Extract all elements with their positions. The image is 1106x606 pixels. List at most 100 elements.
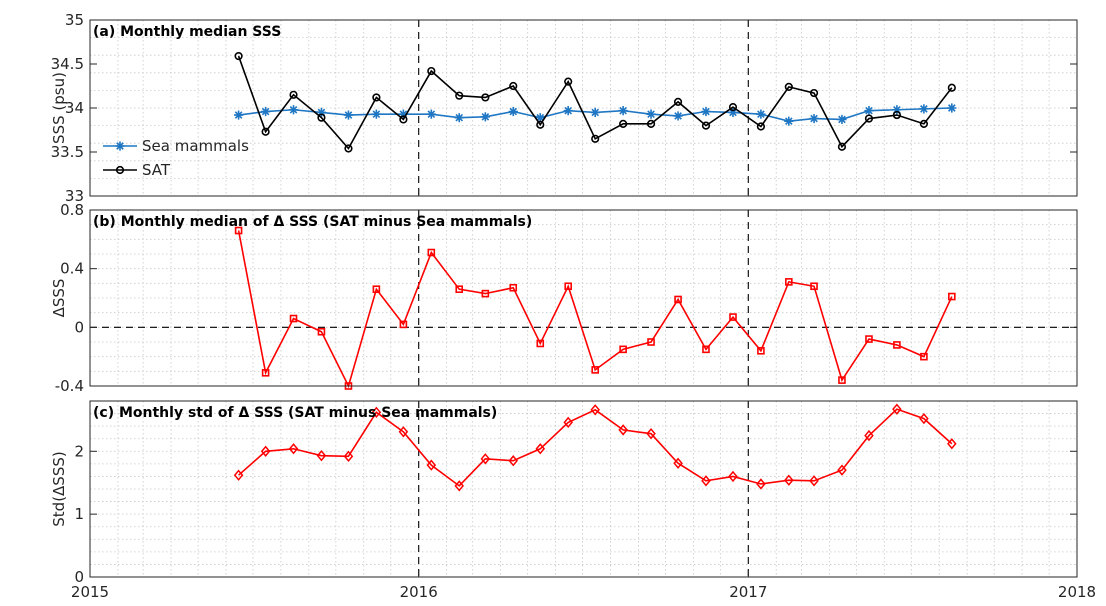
- data-point: [455, 91, 464, 100]
- data-point: [399, 115, 408, 124]
- data-point: [892, 110, 901, 120]
- y-tick-label: 0: [74, 568, 84, 586]
- data-point: [455, 285, 464, 294]
- legend-marker: [115, 141, 125, 151]
- data-point: [508, 455, 519, 467]
- data-point: [756, 109, 766, 119]
- data-point: [371, 109, 381, 119]
- data-point: [618, 106, 628, 116]
- data-point: [316, 107, 327, 117]
- data-point: [288, 443, 299, 455]
- data-point: [837, 114, 847, 125]
- data-point: [892, 105, 902, 115]
- data-point: [372, 285, 381, 294]
- data-point: [892, 403, 902, 415]
- data-point: [619, 345, 627, 354]
- data-point: [344, 144, 353, 153]
- data-point: [701, 475, 711, 487]
- y-tick-label: 2: [74, 442, 84, 460]
- y-axis-label: ΔSSS: [50, 279, 68, 318]
- data-point: [809, 113, 819, 124]
- data-point: [864, 106, 874, 116]
- data-point: [919, 412, 929, 425]
- data-point: [343, 110, 354, 120]
- data-point: [701, 121, 711, 130]
- series-layer: [233, 51, 957, 492]
- data-point: [728, 107, 738, 117]
- data-point: [785, 278, 793, 286]
- data-point: [756, 122, 766, 131]
- data-point: [371, 406, 382, 418]
- data-point: [427, 248, 436, 257]
- data-point: [784, 116, 794, 126]
- data-point: [480, 453, 491, 465]
- y-tick-label: -0.4: [55, 377, 84, 395]
- data-point: [837, 464, 847, 476]
- data-point: [728, 103, 738, 112]
- data-point: [343, 450, 354, 462]
- data-point: [919, 119, 929, 128]
- data-point: [317, 327, 326, 336]
- data-point: [729, 313, 737, 321]
- data-point: [674, 295, 682, 304]
- series-line: [238, 408, 953, 487]
- data-point: [289, 90, 298, 99]
- data-point: [399, 320, 408, 329]
- y-tick-label: 0.4: [60, 260, 84, 278]
- data-point: [784, 474, 794, 486]
- panel-title: (a) Monthly median SSS: [93, 24, 281, 40]
- data-point: [536, 120, 545, 129]
- data-point: [261, 368, 270, 377]
- data-point: [920, 352, 928, 361]
- y-tick-label: 33: [65, 187, 84, 205]
- data-point: [398, 426, 409, 438]
- data-point: [398, 109, 408, 119]
- legend-label: SAT: [142, 161, 171, 179]
- data-point: [701, 106, 711, 117]
- axes-frame: [89, 209, 1078, 387]
- data-point: [646, 109, 656, 119]
- data-point: [563, 106, 573, 116]
- axes-frame: [89, 400, 1078, 578]
- data-point: [947, 438, 957, 450]
- data-point: [454, 480, 465, 492]
- data-point: [317, 113, 326, 122]
- data-point: [564, 282, 572, 291]
- y-axis-label: Std(ΔSSS): [50, 451, 68, 526]
- data-point: [673, 111, 683, 121]
- data-point: [535, 443, 546, 455]
- data-point: [454, 113, 464, 123]
- data-point: [509, 283, 518, 292]
- x-tick-label: 2017: [729, 583, 767, 601]
- data-point: [647, 338, 655, 346]
- data-point: [809, 88, 819, 98]
- data-point: [481, 93, 490, 102]
- y-tick-label: 33.5: [51, 143, 84, 161]
- data-point: [837, 142, 847, 151]
- data-point: [838, 376, 846, 384]
- panel-title: (c) Monthly std of Δ SSS (SAT minus Sea …: [93, 405, 497, 421]
- data-point: [590, 107, 600, 117]
- legend-marker: [115, 165, 125, 175]
- data-point: [233, 469, 244, 481]
- data-point: [810, 282, 818, 291]
- x-tick-label: 2018: [1058, 583, 1096, 601]
- data-point: [234, 226, 243, 235]
- y-tick-label: 1: [74, 505, 84, 523]
- data-point: [535, 113, 545, 123]
- data-point: [426, 459, 437, 471]
- reference-lines-layer: [90, 20, 1077, 577]
- y-tick-label: 0: [74, 318, 84, 336]
- data-point: [618, 424, 628, 436]
- series-line: [237, 55, 953, 150]
- data-point: [289, 314, 298, 323]
- data-point: [234, 51, 243, 61]
- grid-layer: [90, 20, 1077, 577]
- data-point: [919, 104, 929, 114]
- data-point: [757, 346, 765, 355]
- data-point: [536, 339, 545, 348]
- data-point: [591, 134, 600, 143]
- data-point: [372, 93, 381, 102]
- data-point: [864, 114, 874, 123]
- data-point: [947, 103, 957, 113]
